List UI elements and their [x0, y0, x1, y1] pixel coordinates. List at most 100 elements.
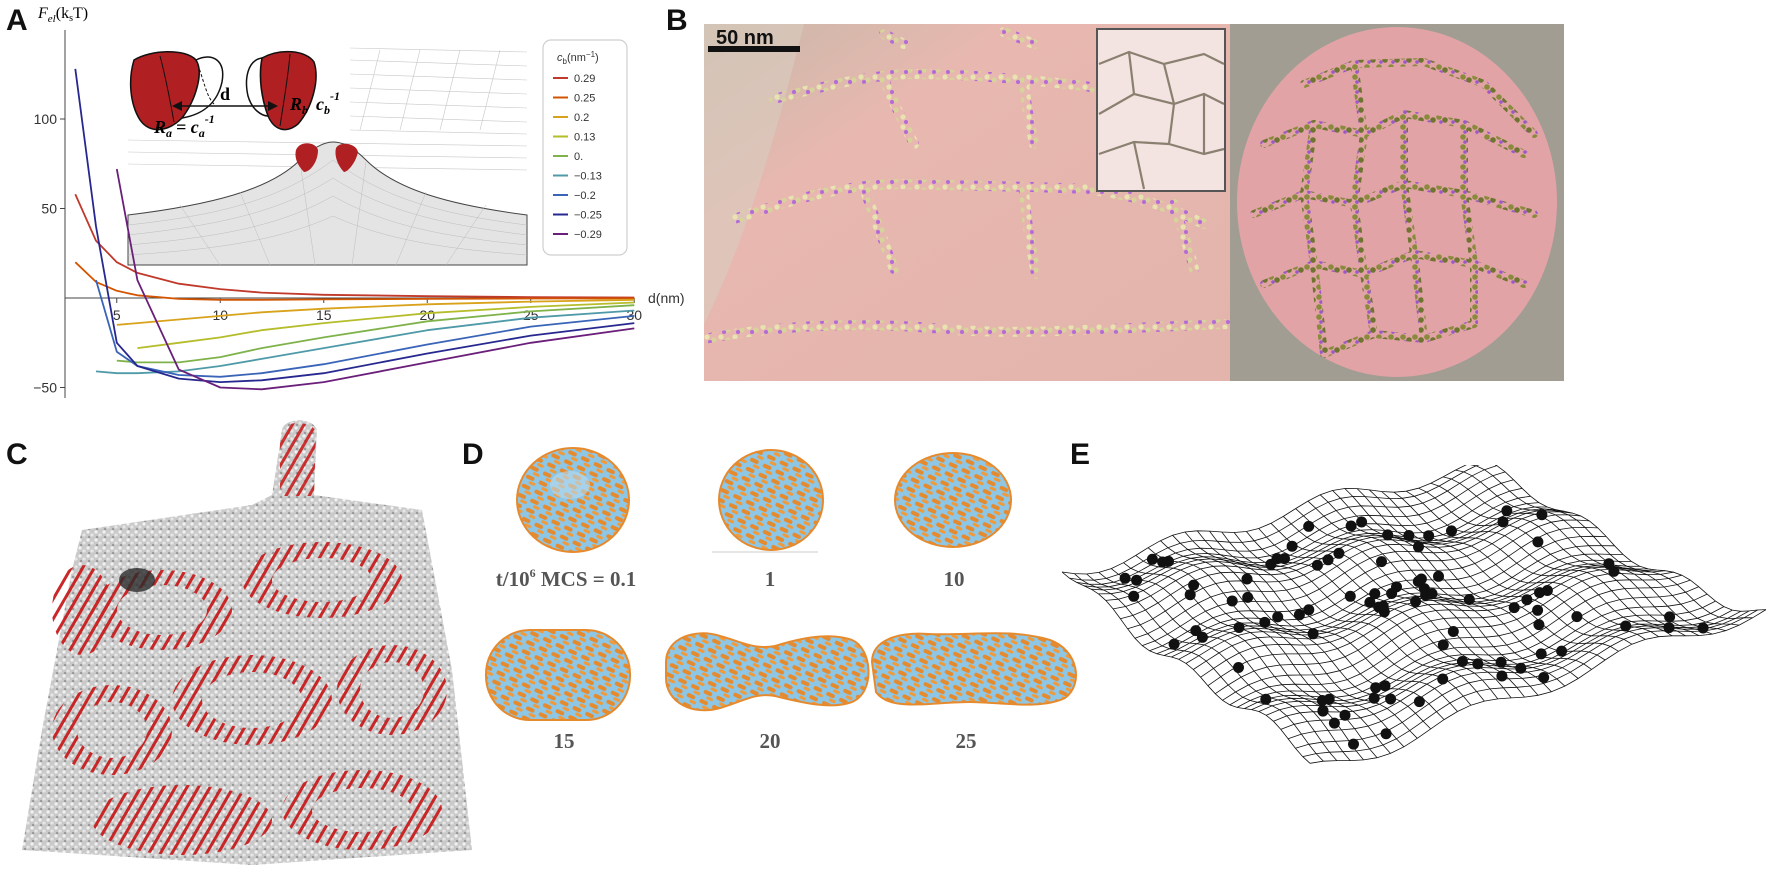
legend-title: cb(nm−1) — [557, 50, 599, 66]
inclusion-dot — [1168, 638, 1180, 650]
y-tick-label: 50 — [41, 201, 57, 217]
mesh-line — [1443, 476, 1726, 631]
series-line-0.13 — [137, 301, 635, 349]
y-tick-label: −50 — [33, 380, 57, 396]
inclusion-dot — [1226, 595, 1238, 607]
time-label-1: 1 — [765, 567, 776, 591]
time-label-15: 15 — [554, 729, 575, 753]
elastic-mesh-surface — [1061, 465, 1767, 764]
inclusion-dot — [1413, 541, 1424, 553]
inclusion-dot — [1307, 628, 1319, 640]
inclusion-dot — [1413, 696, 1425, 708]
inclusion-dot — [1385, 693, 1397, 705]
mesh-line — [1369, 489, 1646, 640]
inclusion-dot — [1533, 619, 1545, 631]
inclusion-dot — [1538, 672, 1550, 683]
inclusion-dot — [1333, 547, 1345, 559]
membrane-mesh-inset — [125, 42, 528, 266]
panel-b-label: B — [666, 4, 688, 37]
time-label-10: 10 — [944, 567, 965, 591]
scale-bar-label: 50 nm — [716, 27, 774, 49]
time-label-25: 25 — [956, 729, 977, 753]
legend-entry: 0.25 — [574, 93, 595, 105]
inclusion-dot — [1364, 596, 1376, 608]
inclusion-dot — [1119, 572, 1131, 584]
inclusion-dot — [1233, 662, 1244, 673]
inclusion-dot — [1534, 587, 1545, 599]
legend-entry: 0.29 — [574, 73, 595, 85]
mesh-line — [1086, 573, 1338, 761]
inset-d-label: d — [220, 84, 230, 104]
scale-bar — [708, 46, 800, 52]
inset-rb-label: Rb — [289, 94, 308, 117]
inclusion-dot — [1437, 673, 1449, 685]
inclusion-dot — [1303, 604, 1315, 616]
inclusion-dot — [1376, 556, 1387, 568]
membrane-surface — [22, 420, 472, 865]
time-label-20: 20 — [760, 729, 781, 753]
time-caption-first: t/106 MCS = 0.1 — [496, 566, 636, 591]
legend-entry: −0.25 — [574, 210, 602, 222]
clathrin-lattice-strands — [704, 27, 1235, 344]
mesh-line — [1258, 593, 1708, 712]
vesicle-t1 — [718, 449, 824, 551]
inclusion-dot — [1603, 558, 1615, 570]
inclusion-dot — [1496, 670, 1508, 682]
legend-entry: 0.13 — [574, 132, 595, 144]
inset-ra-label: Ra = ca-1 — [153, 112, 215, 140]
inclusion-dot — [1463, 594, 1475, 605]
inclusion-dot — [1242, 591, 1254, 603]
legend-entry: −0.29 — [574, 229, 602, 241]
inclusion-dot — [1369, 588, 1381, 600]
mesh-line — [1061, 465, 1467, 575]
inclusion-dot — [1456, 656, 1468, 667]
mesh-line — [1061, 571, 1311, 764]
legend-entry: −0.2 — [574, 190, 596, 202]
series-line-0.25 — [74, 261, 635, 301]
inclusion-dot — [1328, 717, 1340, 729]
inclusion-dot — [1447, 626, 1459, 637]
inclusion-dot — [1423, 530, 1435, 542]
mesh-line — [1309, 609, 1767, 764]
vesicle-t10 — [894, 452, 1012, 548]
vesicle-t25 — [870, 632, 1077, 706]
mesh-line — [1494, 465, 1767, 612]
mesh-line — [1135, 555, 1391, 754]
inclusion-dot — [1379, 680, 1391, 692]
mesh-line — [1319, 494, 1592, 670]
inclusion-dot — [1532, 536, 1544, 548]
inclusion-dot — [1664, 611, 1676, 623]
y-axis-label: Fel(ksT) — [37, 5, 88, 25]
series-line-0. — [116, 304, 635, 364]
inclusion-dot — [1501, 505, 1513, 517]
inclusion-dot — [1233, 622, 1245, 633]
inclusion-dot — [1515, 662, 1527, 674]
mesh-line — [1163, 526, 1598, 656]
mesh-line — [1302, 609, 1758, 757]
inclusion-dot — [1437, 639, 1449, 651]
inclusion-dot — [1131, 574, 1143, 586]
inclusion-dot — [1373, 601, 1385, 613]
mesh-line — [1356, 488, 1633, 645]
inclusion-dot — [1339, 709, 1351, 721]
panel-a-label: A — [6, 4, 28, 37]
inclusion-dot — [1571, 611, 1583, 623]
inclusion-dot — [1344, 590, 1356, 602]
inclusion-dot — [1535, 648, 1547, 660]
legend-entry: 0.2 — [574, 112, 589, 124]
vesicle-t15 — [485, 629, 631, 721]
vesicle-t20 — [665, 632, 870, 712]
legend-entry: −0.13 — [574, 171, 602, 183]
inclusion-dot — [1386, 588, 1398, 599]
inclusion-dot — [1157, 556, 1169, 568]
clathrin-cage — [1237, 27, 1557, 377]
inclusion-dot — [1410, 596, 1422, 607]
mesh-line — [1470, 465, 1753, 619]
inclusion-dot — [1415, 573, 1427, 585]
inclusion-dot — [1188, 579, 1200, 591]
protein-inclusions — [1119, 505, 1709, 750]
series-line-−0.13 — [95, 309, 635, 375]
inclusion-dot — [1368, 692, 1380, 704]
inclusion-dot — [1316, 695, 1328, 706]
mesh-line — [1222, 568, 1666, 701]
